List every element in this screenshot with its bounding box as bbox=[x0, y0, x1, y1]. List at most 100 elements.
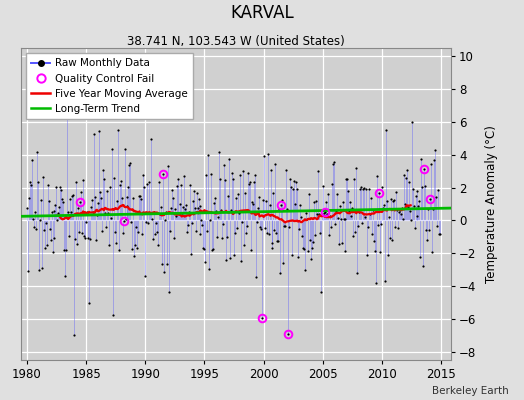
Point bbox=[318, 212, 326, 218]
Point bbox=[226, 254, 234, 261]
Point bbox=[41, 220, 50, 226]
Point bbox=[24, 268, 32, 274]
Point bbox=[297, 213, 305, 220]
Point bbox=[188, 220, 196, 226]
Point bbox=[374, 222, 382, 228]
Point bbox=[281, 223, 289, 230]
Point bbox=[93, 212, 101, 218]
Point bbox=[320, 210, 328, 216]
Point bbox=[136, 193, 145, 199]
Point bbox=[221, 177, 230, 183]
Point bbox=[155, 179, 163, 186]
Point bbox=[166, 227, 174, 234]
Point bbox=[422, 226, 431, 233]
Point bbox=[329, 161, 337, 167]
Point bbox=[355, 208, 364, 215]
Point bbox=[135, 193, 144, 199]
Point bbox=[177, 182, 185, 188]
Point bbox=[134, 229, 143, 236]
Point bbox=[236, 172, 244, 179]
Point bbox=[82, 219, 90, 225]
Point bbox=[69, 191, 78, 198]
Point bbox=[370, 238, 378, 244]
Point bbox=[243, 223, 251, 229]
Point bbox=[178, 210, 186, 217]
Point bbox=[219, 221, 227, 227]
Point bbox=[345, 207, 354, 214]
Point bbox=[192, 190, 201, 196]
Point bbox=[434, 187, 442, 194]
Point bbox=[96, 195, 105, 202]
Point bbox=[104, 210, 112, 216]
Point bbox=[271, 161, 280, 167]
Point bbox=[337, 240, 346, 246]
Y-axis label: Temperature Anomaly (°C): Temperature Anomaly (°C) bbox=[485, 125, 498, 283]
Point bbox=[105, 242, 113, 248]
Point bbox=[426, 195, 434, 202]
Point bbox=[167, 205, 175, 212]
Point bbox=[139, 172, 147, 178]
Point bbox=[245, 180, 253, 187]
Point bbox=[403, 204, 412, 210]
Point bbox=[203, 228, 212, 234]
Point bbox=[285, 224, 293, 231]
Point bbox=[310, 199, 318, 206]
Point bbox=[274, 238, 282, 244]
Point bbox=[407, 217, 415, 223]
Point bbox=[183, 222, 192, 228]
Point bbox=[223, 234, 231, 240]
Point bbox=[252, 274, 260, 280]
Point bbox=[332, 191, 341, 198]
Point bbox=[394, 225, 402, 232]
Point bbox=[107, 146, 116, 152]
Point bbox=[270, 227, 279, 234]
Point bbox=[32, 149, 41, 155]
Point bbox=[400, 201, 409, 207]
Point bbox=[341, 215, 350, 222]
Point bbox=[431, 146, 440, 153]
Point bbox=[296, 202, 304, 208]
Point bbox=[222, 256, 231, 263]
Point bbox=[35, 266, 43, 273]
Point bbox=[305, 190, 313, 197]
Point bbox=[301, 267, 309, 273]
Point bbox=[385, 214, 393, 220]
Point bbox=[63, 113, 71, 120]
Point bbox=[116, 178, 125, 184]
Point bbox=[154, 242, 162, 248]
Point bbox=[194, 196, 203, 202]
Point bbox=[184, 209, 193, 215]
Point bbox=[390, 224, 399, 230]
Point bbox=[418, 184, 427, 190]
Point bbox=[68, 193, 77, 200]
Point bbox=[38, 174, 47, 180]
Point bbox=[364, 224, 373, 230]
Point bbox=[210, 200, 219, 206]
Point bbox=[147, 136, 155, 142]
Point bbox=[95, 128, 103, 134]
Point bbox=[123, 194, 132, 200]
Point bbox=[340, 216, 348, 223]
Point bbox=[436, 231, 444, 238]
Point bbox=[430, 157, 439, 164]
Point bbox=[313, 211, 321, 217]
Legend: Raw Monthly Data, Quality Control Fail, Five Year Moving Average, Long-Term Tren: Raw Monthly Data, Quality Control Fail, … bbox=[26, 53, 193, 119]
Point bbox=[67, 209, 75, 216]
Point bbox=[56, 184, 64, 190]
Point bbox=[250, 172, 259, 178]
Point bbox=[43, 182, 52, 188]
Point bbox=[396, 207, 404, 214]
Point bbox=[113, 198, 121, 204]
Text: KARVAL: KARVAL bbox=[230, 4, 294, 22]
Point bbox=[189, 198, 197, 205]
Point bbox=[334, 241, 343, 248]
Point bbox=[23, 205, 31, 211]
Point bbox=[50, 235, 59, 241]
Point bbox=[97, 228, 106, 234]
Point bbox=[46, 236, 54, 243]
Point bbox=[249, 179, 258, 186]
Point bbox=[407, 119, 416, 125]
Point bbox=[99, 166, 107, 173]
Point bbox=[287, 183, 296, 190]
Point bbox=[163, 261, 171, 267]
